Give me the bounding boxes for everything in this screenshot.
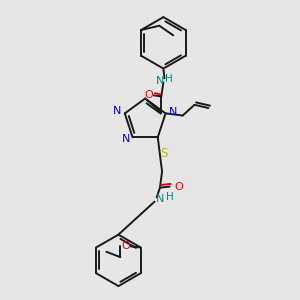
Text: O: O [144, 90, 153, 100]
Text: S: S [160, 147, 168, 160]
Text: O: O [175, 182, 184, 192]
Text: N: N [169, 107, 177, 117]
Text: N: N [122, 134, 130, 145]
Text: N: N [113, 106, 122, 116]
Text: N: N [156, 194, 164, 205]
Text: N: N [156, 76, 164, 86]
Text: O: O [121, 242, 130, 251]
Text: H: H [165, 74, 172, 84]
Text: H: H [166, 192, 173, 202]
